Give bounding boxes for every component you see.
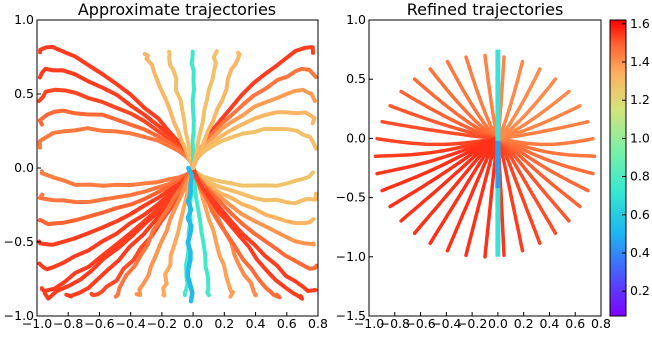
trajectory (399, 136, 500, 223)
x-tick-label: 0.2 (514, 316, 534, 331)
trajectory (380, 136, 500, 193)
x-tick-label: −0.4 (115, 316, 145, 331)
trajectory (496, 77, 558, 141)
colorbar-tick-label: 1.0 (630, 130, 650, 145)
trajectory-lines (373, 49, 597, 259)
y-tick-label: 0.0 (14, 160, 34, 175)
x-tick-label: −0.8 (380, 316, 410, 331)
trajectory (380, 119, 500, 141)
y-tick-label: −0.5 (336, 190, 366, 205)
trajectory (191, 166, 305, 301)
trajectory-lines (37, 45, 318, 304)
trajectory (445, 59, 500, 141)
colorbar-tick-label: 0.4 (630, 245, 650, 260)
trajectory (399, 89, 500, 141)
trajectory (191, 126, 318, 170)
y-axis: −1.5 −1.0 −0.5 0.0 0.5 1.0 (336, 12, 373, 323)
trajectory (496, 136, 595, 147)
trajectory (428, 136, 500, 246)
trajectory (496, 119, 590, 141)
trajectory (464, 55, 500, 141)
colorbar-tick-label: 1.6 (630, 16, 650, 31)
x-tick-label: 0.4 (246, 316, 266, 331)
colorbar-gradient (609, 19, 627, 317)
trajectory (496, 67, 542, 141)
trajectory (428, 67, 500, 141)
y-tick-label: 1.0 (14, 12, 34, 27)
trajectory (496, 89, 571, 141)
colorbar-ticks: 0.2 0.4 0.6 0.8 1.0 1.2 1.4 1.6 (622, 16, 650, 298)
x-tick-label: 0.6 (277, 316, 297, 331)
trajectory (375, 136, 500, 176)
plot-frame (368, 19, 602, 317)
x-tick-label: −0.6 (84, 316, 114, 331)
y-axis: −1.0 −0.5 0.0 0.5 1.0 (4, 12, 41, 323)
x-tick-label: 0.4 (539, 316, 559, 331)
chart-title: Approximate trajectories (78, 0, 276, 19)
trajectory (464, 136, 500, 258)
x-tick-label: 0.2 (214, 316, 234, 331)
trajectory (142, 52, 196, 170)
trajectory (388, 136, 500, 209)
chart-refined-trajectories: Refined trajectories −1.0−0.8−0.6−0.4−0.… (336, 0, 611, 331)
x-tick-label: −0.4 (431, 316, 461, 331)
y-tick-label: 1.0 (346, 12, 366, 27)
trajectory (37, 126, 196, 170)
trajectory (37, 87, 196, 170)
colorbar-tick-label: 1.2 (630, 92, 650, 107)
x-tick-label: −1.0 (22, 316, 52, 331)
x-tick-label: 0.8 (308, 316, 328, 331)
y-tick-label: −1.5 (336, 308, 366, 323)
trajectory (412, 136, 500, 236)
x-tick-label: 0.0 (488, 316, 508, 331)
chart-approximate-trajectories: Approximate trajectories −1.0 −0.8 −0.6 −0.… (4, 0, 328, 331)
x-tick-label: −1.0 (354, 316, 384, 331)
trajectory (496, 136, 542, 246)
trajectory (496, 136, 597, 158)
trajectory (185, 165, 195, 304)
x-tick-label: 0.6 (565, 316, 585, 331)
y-tick-label: −1.0 (336, 249, 366, 264)
x-tick-label: −0.2 (147, 316, 177, 331)
x-tick-label: −0.2 (457, 316, 487, 331)
x-axis: −1.0−0.8−0.6−0.4−0.2 0.0 0.2 0.4 0.6 0.8 (22, 312, 328, 331)
y-tick-label: 0.5 (14, 86, 34, 101)
trajectory (496, 136, 558, 236)
trajectory (373, 136, 500, 158)
trajectory (191, 50, 242, 170)
trajectory (496, 136, 525, 253)
y-tick-label: −0.5 (4, 234, 34, 249)
trajectory (496, 136, 595, 176)
trajectory (113, 166, 196, 299)
trajectory (445, 136, 500, 253)
trajectory (189, 49, 196, 170)
colorbar-tick-label: 1.4 (630, 54, 650, 69)
y-tick-label: 0.0 (346, 130, 366, 145)
trajectory (412, 77, 500, 141)
colorbar: 0.2 0.4 0.6 0.8 1.0 1.2 1.4 1.6 (609, 16, 650, 317)
x-tick-label: −0.6 (405, 316, 435, 331)
trajectory (496, 136, 590, 193)
y-tick-label: 0.5 (346, 71, 366, 86)
colorbar-tick-label: 0.8 (630, 169, 650, 184)
x-tick-label: 0.0 (183, 316, 203, 331)
x-tick-label: −0.8 (53, 316, 83, 331)
trajectory (496, 59, 525, 141)
chart-title: Refined trajectories (407, 0, 564, 19)
colorbar-tick-label: 0.2 (630, 283, 650, 298)
trajectory (496, 136, 571, 223)
trajectory (496, 136, 582, 209)
y-tick-label: −1.0 (4, 308, 34, 323)
colorbar-tick-label: 0.6 (630, 207, 650, 222)
trajectory (496, 104, 582, 141)
x-tick-label: 0.8 (591, 316, 611, 331)
trajectory (388, 104, 500, 141)
